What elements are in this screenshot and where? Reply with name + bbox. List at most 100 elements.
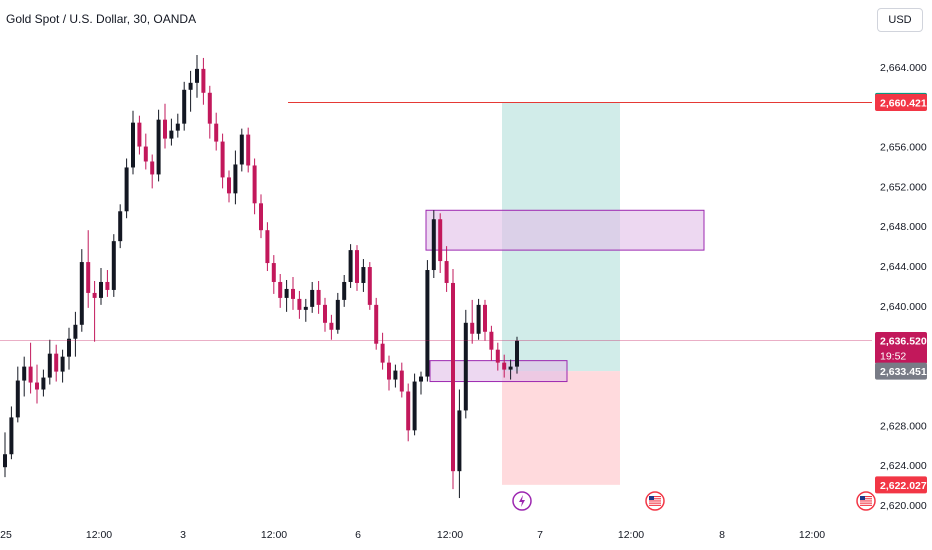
candle <box>387 355 391 391</box>
candle-body <box>41 377 46 390</box>
candle <box>508 359 513 380</box>
candle-body <box>483 304 487 332</box>
candle-body <box>310 289 315 307</box>
candle <box>419 371 423 395</box>
currency-button[interactable]: USD <box>877 8 923 32</box>
candle <box>188 70 193 112</box>
candle-body <box>86 262 91 293</box>
candle-body <box>457 410 462 472</box>
candle <box>515 336 519 374</box>
candle-body <box>118 211 123 242</box>
candle-body <box>329 322 334 330</box>
candle <box>329 314 334 340</box>
candle-body <box>316 289 321 305</box>
candle-body <box>303 306 308 310</box>
candle-body <box>297 298 302 310</box>
candle <box>431 210 436 278</box>
candle-body <box>22 366 27 381</box>
time-tick-label: 12:00 <box>86 529 112 541</box>
candle <box>451 269 455 490</box>
price-badge-entry-bg <box>875 362 927 380</box>
price-scale[interactable] <box>872 0 932 550</box>
candle-body <box>54 353 59 372</box>
candle-body <box>361 267 366 283</box>
flag-stripe <box>860 504 872 506</box>
candle <box>99 268 103 305</box>
candle-body <box>150 161 155 175</box>
candle-body <box>111 241 116 290</box>
candle-body <box>265 230 270 264</box>
candle-body <box>284 288 289 298</box>
candle-body <box>278 281 283 298</box>
candle-body <box>182 89 187 124</box>
price-badge-stop-bg <box>875 476 927 494</box>
candle-body <box>28 366 33 383</box>
price-badge-target-bg <box>875 94 927 112</box>
candle <box>457 389 462 499</box>
candle-body <box>425 270 430 377</box>
candle <box>259 194 263 239</box>
candle <box>79 249 84 332</box>
price-tick-label: 2,624.000 <box>880 460 927 472</box>
candle <box>246 127 251 173</box>
candle <box>291 276 295 310</box>
price-badge-stop-text: 2,622.027 <box>880 480 927 492</box>
candle-body <box>239 134 244 165</box>
candle <box>265 222 270 272</box>
us-flag-icon[interactable] <box>645 491 665 511</box>
candle-body <box>175 123 180 131</box>
candle-body <box>79 262 84 325</box>
candle-body <box>163 119 167 139</box>
price-tick-label: 2,640.000 <box>880 301 927 313</box>
candle <box>425 260 430 382</box>
candle-body <box>188 82 193 90</box>
candle <box>335 292 340 334</box>
candle <box>47 339 52 385</box>
candle <box>271 255 276 294</box>
candle <box>393 364 398 388</box>
candle <box>483 299 487 341</box>
candle <box>67 327 71 370</box>
candle-body <box>60 356 65 372</box>
candle-body <box>476 304 481 334</box>
price-badge-target-text: 2,660.421 <box>880 98 927 110</box>
candle-body <box>73 324 78 339</box>
lightning-icon[interactable] <box>512 491 532 511</box>
price-badge-entry-text: 2,633.451 <box>880 366 927 378</box>
candle-body <box>393 370 398 380</box>
candle-body <box>246 134 251 166</box>
time-tick-label: 6 <box>355 529 361 541</box>
candle <box>163 103 167 149</box>
candle <box>342 275 347 307</box>
price-tick-label: 2,656.000 <box>880 142 927 154</box>
flag-stripe <box>860 502 872 504</box>
candle <box>182 81 187 131</box>
candle <box>137 115 142 155</box>
candle-body <box>515 340 519 367</box>
candle-body <box>156 119 161 175</box>
candle-body <box>406 391 411 431</box>
candle-body <box>431 219 436 271</box>
candle <box>28 342 33 394</box>
candlestick-series <box>3 54 519 499</box>
candle-body <box>438 219 443 262</box>
us-flag-icon[interactable] <box>856 491 876 511</box>
price-badge-target: 2,660.421 <box>875 94 927 112</box>
candle-body <box>259 203 263 231</box>
candle <box>35 364 39 404</box>
candle-body <box>348 250 353 282</box>
candle-body <box>451 282 455 472</box>
candle <box>201 57 206 105</box>
candle <box>303 298 308 322</box>
price-tick-label: 2,644.000 <box>880 261 927 273</box>
candle <box>60 349 65 383</box>
candle <box>361 259 366 292</box>
candle <box>131 110 135 175</box>
flag-stripe <box>649 504 661 506</box>
candle <box>227 170 231 203</box>
candle <box>316 280 321 314</box>
flag-stripe <box>649 498 661 500</box>
candle <box>92 280 97 342</box>
candle <box>41 369 46 397</box>
